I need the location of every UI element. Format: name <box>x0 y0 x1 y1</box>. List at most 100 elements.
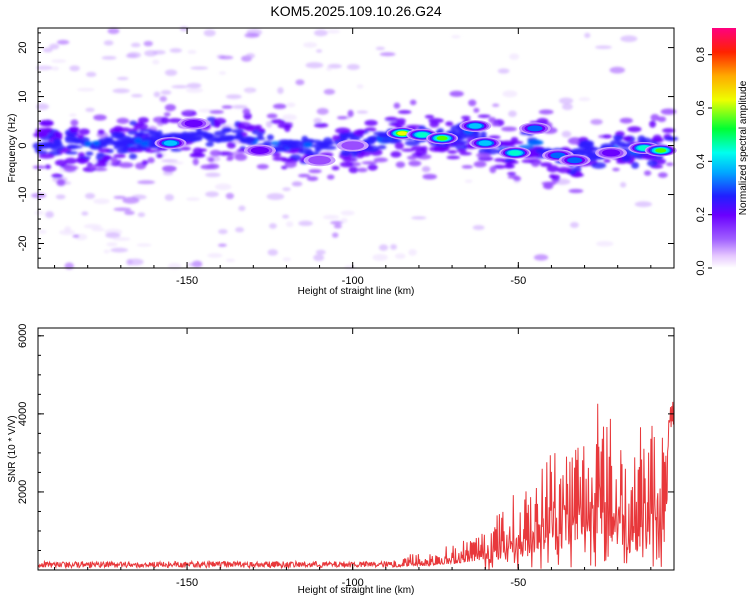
spectrogram-band-cell <box>348 166 359 174</box>
spectrogram-band-cell <box>353 129 366 136</box>
spectrogram-noise-cell <box>379 52 396 57</box>
snr-x-tick-label: -150 <box>176 577 198 589</box>
spectrogram-noise-cell <box>533 254 549 261</box>
spectrogram-noise-cell <box>323 214 340 220</box>
spectrogram-band-cell <box>326 174 335 180</box>
snr-y-ticks: 2000 4000 6000 <box>17 324 674 551</box>
spectrogram-band-cell <box>271 152 282 157</box>
spectrogram-band-cell <box>39 119 54 126</box>
spectrogram-band-cell <box>453 140 469 144</box>
snr-y-tick-label: 6000 <box>17 324 29 348</box>
spectrogram-band-cell <box>281 165 288 170</box>
spectrogram-band-cell <box>149 129 158 135</box>
spectrogram-band-cell <box>113 154 126 159</box>
spectrogram-noise-cell <box>127 258 144 266</box>
spectrogram-noise-cell <box>314 29 328 37</box>
spectrogram-band-cell <box>415 149 428 156</box>
spectrogram-peak <box>341 141 365 150</box>
spectrogram-band-cell <box>266 113 278 119</box>
spectrogram-noise-cell <box>282 187 291 192</box>
spectrogram-noise-cell <box>76 87 95 92</box>
spectrogram-band-cell <box>408 160 422 167</box>
spectrogram-band-cell <box>457 148 467 153</box>
spectrogram-band-cell <box>272 103 287 110</box>
spectrogram-band-cell <box>192 158 199 166</box>
spectrogram-blobs <box>31 26 679 270</box>
spectrogram-band-cell <box>621 155 632 162</box>
spectrogram-noise-cell <box>160 90 172 95</box>
spectrogram-band-cell <box>63 164 77 173</box>
spectrogram-noise-cell <box>85 71 97 77</box>
figure-title: KOM5.2025.109.10.26.G24 <box>270 3 441 19</box>
spectrogram-band-cell <box>455 143 468 151</box>
spectrogram-band-cell <box>147 157 155 164</box>
spectrogram-noise-cell <box>101 55 117 60</box>
spectrogram-band-cell <box>266 134 274 141</box>
spectrogram-noise-cell <box>578 97 591 102</box>
spectrogram-noise-cell <box>205 191 219 198</box>
spectrogram-noise-cell <box>203 29 216 37</box>
spectrogram-noise-cell <box>267 249 279 256</box>
spectrogram-noise-cell <box>167 161 184 165</box>
spectrogram-band-cell <box>513 175 522 182</box>
spectrogram-noise-cell <box>375 46 385 51</box>
colorbar-tick-label: 0.6 <box>695 100 707 115</box>
spectrogram-noise-cell <box>164 69 178 76</box>
spectrogram-noise-cell <box>231 104 248 109</box>
spectrogram-band-cell <box>538 109 554 115</box>
spectrogram-band-cell <box>257 133 264 139</box>
spectrogram-band-cell <box>531 161 540 167</box>
spectrogram-band-cell <box>52 142 63 147</box>
spectrogram-noise-cell <box>590 118 603 125</box>
spectrogram-band-cell <box>591 162 607 169</box>
spectrogram-band-cell <box>637 135 646 143</box>
spectrogram-band-cell <box>351 150 358 158</box>
spectrogram-noise-cell <box>113 207 132 212</box>
spectrogram-band-cell <box>53 131 61 136</box>
spectrogram-band-cell <box>164 104 176 112</box>
spectrogram-band-cell <box>69 128 79 133</box>
spectrogram-noise-cell <box>313 254 325 262</box>
spectrogram-band-cell <box>281 158 295 163</box>
spectrogram-band-cell <box>494 158 506 162</box>
spectrogram-band-cell <box>401 148 415 152</box>
spectrogram-band-cell <box>163 112 171 117</box>
spectrogram-band-cell <box>664 136 679 141</box>
spectrogram-noise-cell <box>326 66 333 71</box>
spectrogram-noise-cell <box>225 258 236 263</box>
colorbar-tick-label: 0.0 <box>695 260 707 275</box>
spectrogram-band-cell <box>67 145 83 149</box>
spectrogram-band-cell <box>128 153 138 160</box>
spectrogram-x-tick-label: -50 <box>510 275 526 287</box>
spectrogram-band-cell <box>258 128 266 133</box>
spectrogram-noise-cell <box>218 228 228 235</box>
spectrogram-noise-cell <box>315 249 326 255</box>
spectrogram-noise-cell <box>584 32 591 39</box>
spectrogram-band-cell <box>127 130 139 135</box>
spectrogram-noise-cell <box>122 196 140 204</box>
spectrogram-band-cell <box>446 155 460 160</box>
spectrogram-noise-cell <box>295 79 305 86</box>
spectrogram-band-cell <box>650 114 660 121</box>
spectrogram-band-cell <box>483 147 499 155</box>
spectrogram-band-cell <box>284 124 291 133</box>
spectrogram-noise-cell <box>620 182 627 188</box>
spectrogram-band-cell <box>603 158 611 163</box>
colorbar-tick-label: 0.4 <box>695 154 707 169</box>
spectrogram-noise-cell <box>81 211 89 216</box>
spectrogram-band-cell <box>449 143 458 147</box>
spectrogram-noise-cell <box>214 183 232 191</box>
spectrogram-band-cell <box>422 173 437 180</box>
spectrogram-noise-cell <box>340 210 355 216</box>
spectrogram-noise-cell <box>152 59 160 65</box>
spectrogram-band-cell <box>98 148 111 153</box>
spectrogram-band-cell <box>51 173 64 179</box>
spectrogram-band-cell <box>289 148 298 154</box>
spectrogram-band-cell <box>568 188 584 194</box>
spectrogram-band-cell <box>643 170 652 176</box>
spectrogram-noise-cell <box>497 68 510 74</box>
spectrogram-band-cell <box>56 179 66 186</box>
spectrogram-band-cell <box>479 131 487 138</box>
spectrogram-band-cell <box>226 141 236 149</box>
spectrogram-band-cell <box>646 160 658 167</box>
